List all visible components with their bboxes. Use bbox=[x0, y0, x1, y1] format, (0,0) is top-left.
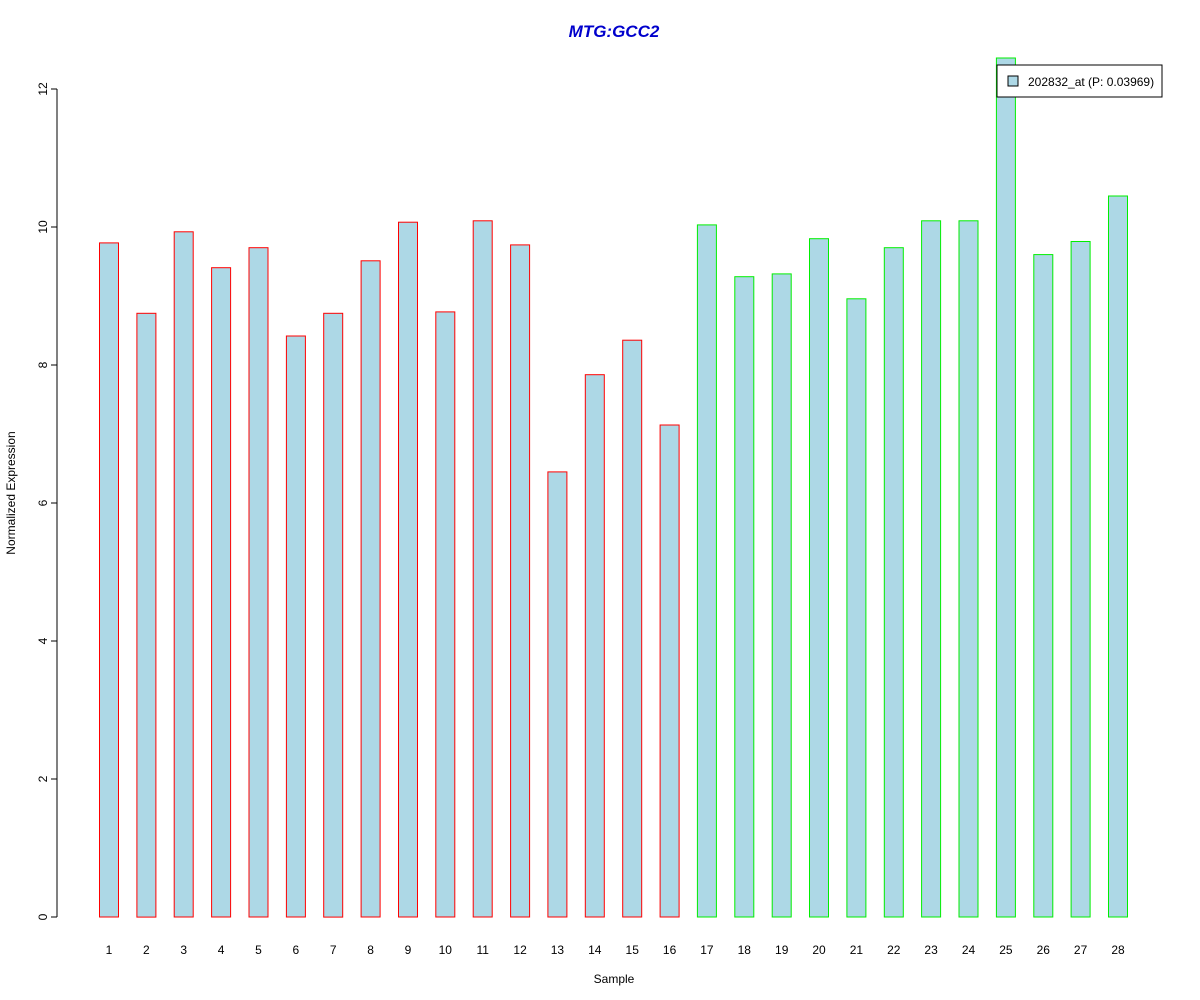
x-tick-label: 19 bbox=[775, 943, 789, 957]
bar-sample-11 bbox=[472, 220, 493, 918]
x-tick-label: 28 bbox=[1111, 943, 1125, 957]
x-tick-label: 17 bbox=[700, 943, 714, 957]
x-tick-label: 2 bbox=[143, 943, 150, 957]
bar-sample-18 bbox=[734, 276, 755, 918]
bar-sample-12 bbox=[510, 244, 531, 918]
x-tick-label: 10 bbox=[439, 943, 453, 957]
y-axis-label: Normalized Expression bbox=[4, 431, 18, 554]
bar-sample-16 bbox=[659, 424, 680, 918]
bar-sample-25 bbox=[995, 57, 1016, 918]
x-tick-label: 21 bbox=[850, 943, 864, 957]
x-tick-label: 25 bbox=[999, 943, 1013, 957]
x-tick-label: 18 bbox=[738, 943, 752, 957]
bar-sample-6 bbox=[285, 335, 306, 918]
x-tick-label: 9 bbox=[405, 943, 412, 957]
x-tick-label: 5 bbox=[255, 943, 262, 957]
y-tick-label: 2 bbox=[36, 775, 50, 782]
bar-sample-15 bbox=[622, 339, 643, 918]
bar-sample-13 bbox=[547, 471, 568, 918]
x-tick-label: 11 bbox=[476, 943, 489, 957]
bar-sample-19 bbox=[771, 273, 792, 918]
bar-sample-17 bbox=[696, 224, 717, 918]
x-tick-labels: 1 2 3 4 5 6 7 8 9 10 11 12 13 14 15 16 17 18 19 20 21 22 23 24 2… bbox=[106, 943, 1125, 957]
bar-sample-28 bbox=[1108, 195, 1128, 918]
bar-sample-4 bbox=[211, 267, 232, 918]
bar-sample-10 bbox=[435, 311, 456, 918]
x-tick-label: 14 bbox=[588, 943, 602, 957]
x-tick-label: 7 bbox=[330, 943, 337, 957]
x-axis-label: Sample bbox=[594, 972, 635, 986]
legend-label: 202832_at (P: 0.03969) bbox=[1028, 75, 1154, 89]
bar-sample-7 bbox=[323, 312, 344, 918]
y-tick-label: 8 bbox=[36, 361, 50, 368]
bar-sample-14 bbox=[584, 374, 605, 918]
chart-title: MTG:GCC2 bbox=[569, 22, 660, 41]
x-tick-label: 13 bbox=[551, 943, 565, 957]
bar-sample-9 bbox=[398, 221, 418, 918]
bar-sample-27 bbox=[1070, 241, 1091, 918]
x-tick-label: 3 bbox=[180, 943, 187, 957]
bar-sample-24 bbox=[958, 220, 979, 918]
x-tick-label: 6 bbox=[293, 943, 300, 957]
x-tick-label: 8 bbox=[367, 943, 374, 957]
x-tick-label: 27 bbox=[1074, 943, 1088, 957]
bars-group bbox=[99, 57, 1128, 918]
x-tick-label: 4 bbox=[218, 943, 225, 957]
legend: 202832_at (P: 0.03969) bbox=[996, 64, 1163, 98]
bar-sample-3 bbox=[173, 231, 194, 918]
y-axis: 0 2 4 6 8 10 12 bbox=[36, 82, 58, 920]
legend-box bbox=[996, 64, 1163, 98]
bar-sample-2 bbox=[136, 312, 157, 918]
bar-sample-20 bbox=[809, 238, 829, 918]
y-tick-label: 4 bbox=[36, 637, 50, 644]
bar-sample-1 bbox=[99, 242, 119, 918]
y-tick-label: 12 bbox=[36, 82, 50, 96]
x-tick-label: 26 bbox=[1037, 943, 1051, 957]
x-tick-label: 12 bbox=[513, 943, 527, 957]
y-tick-label: 10 bbox=[36, 220, 50, 234]
y-tick-label: 6 bbox=[36, 499, 50, 506]
x-tick-label: 15 bbox=[626, 943, 640, 957]
x-tick-label: 20 bbox=[812, 943, 826, 957]
bar-sample-23 bbox=[921, 220, 942, 918]
x-tick-label: 16 bbox=[663, 943, 677, 957]
bar-sample-22 bbox=[883, 247, 904, 918]
legend-swatch bbox=[1007, 75, 1019, 87]
x-tick-label: 23 bbox=[924, 943, 938, 957]
y-tick-label: 0 bbox=[36, 913, 50, 920]
bar-sample-26 bbox=[1033, 254, 1054, 918]
bar-sample-8 bbox=[360, 260, 381, 918]
x-tick-label: 22 bbox=[887, 943, 901, 957]
x-tick-label: 1 bbox=[106, 943, 113, 957]
x-tick-label: 24 bbox=[962, 943, 976, 957]
bar-sample-21 bbox=[846, 298, 867, 918]
bar-sample-5 bbox=[248, 247, 269, 918]
